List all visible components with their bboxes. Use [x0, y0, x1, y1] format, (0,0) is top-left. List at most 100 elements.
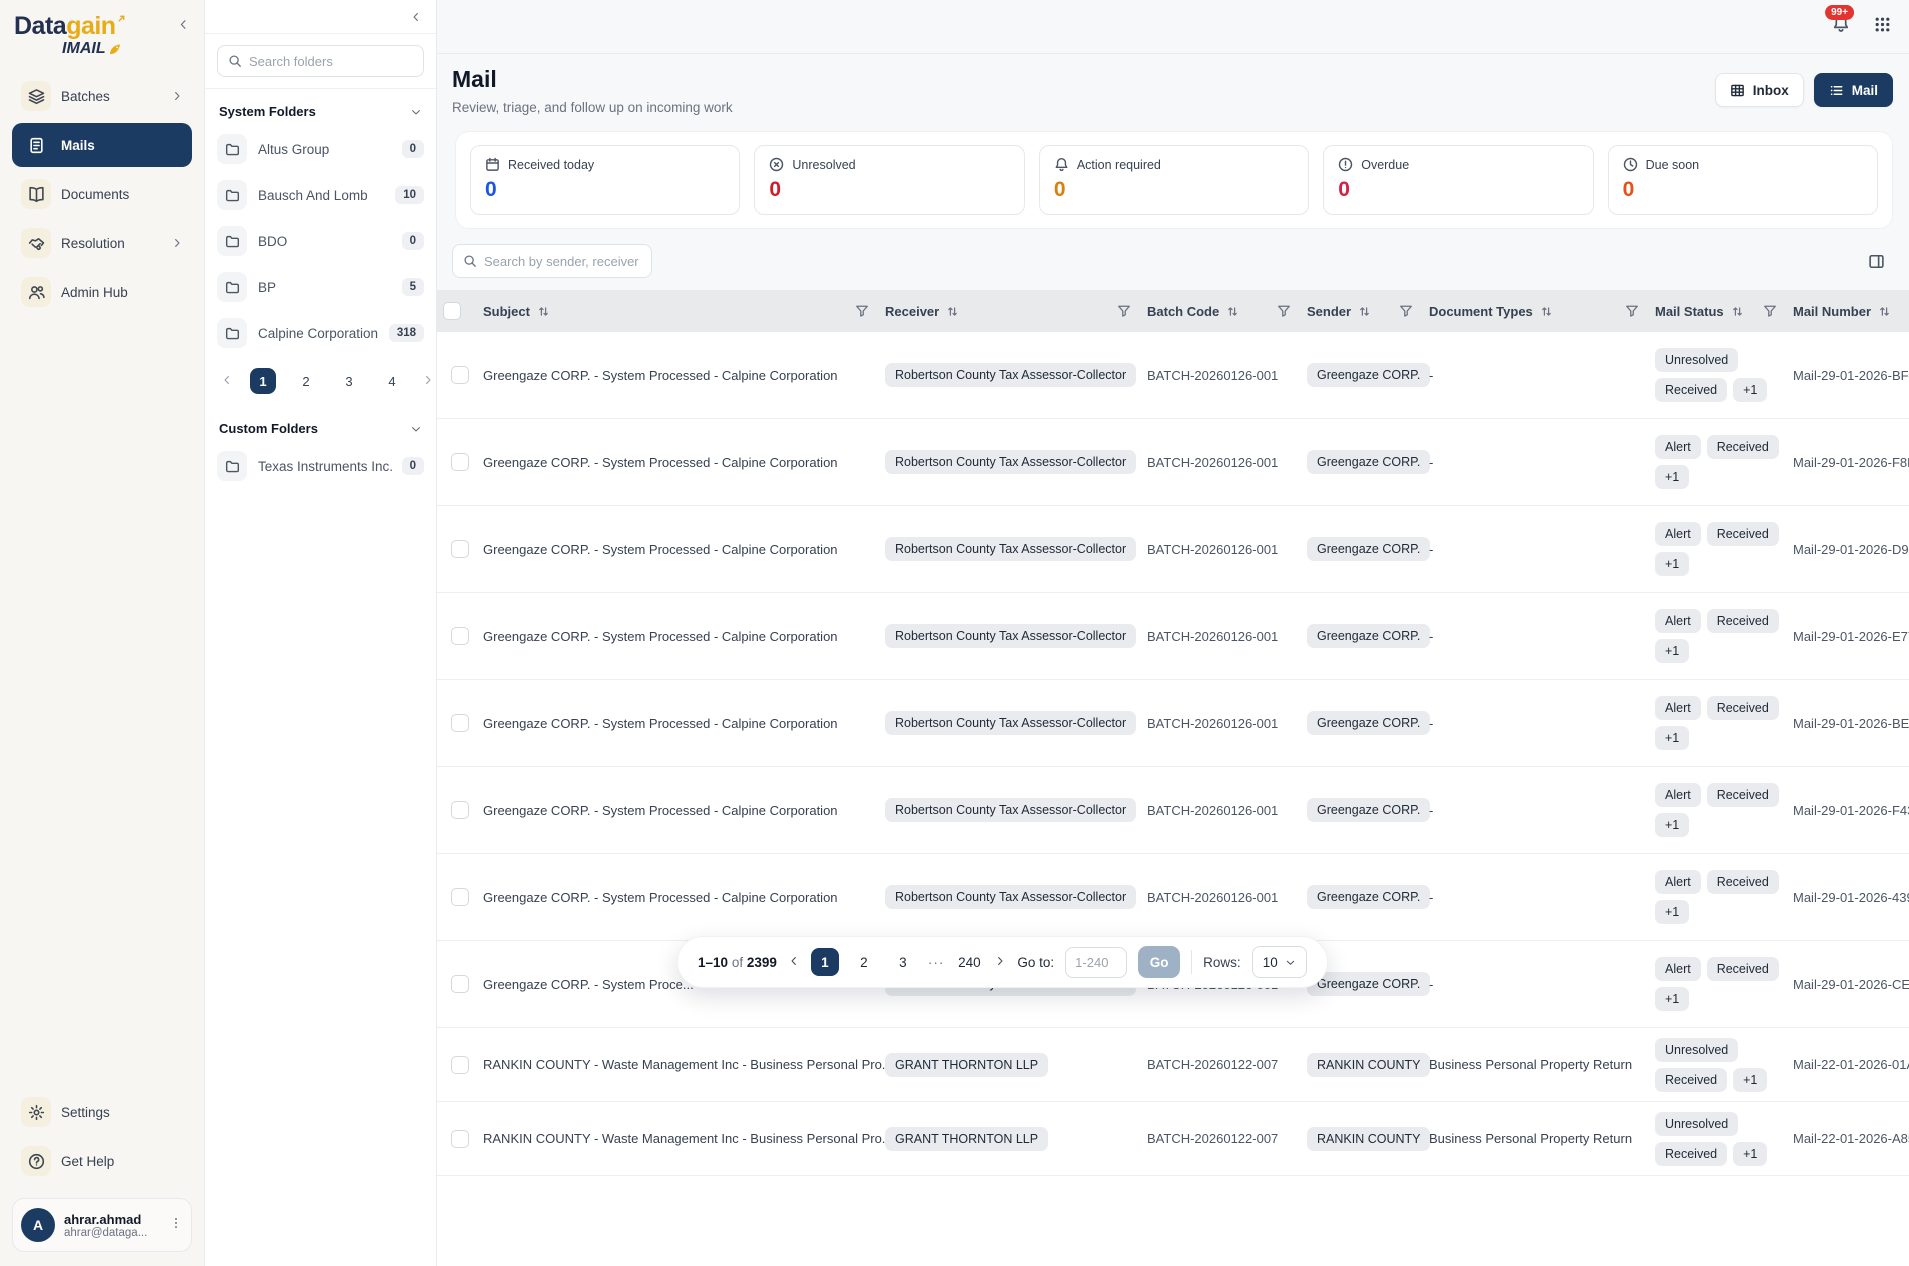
nav-item-admin-hub[interactable]: Admin Hub — [12, 270, 192, 314]
table-row[interactable]: Greengaze CORP. - System Processed - Cal… — [437, 593, 1909, 680]
column-header-subject[interactable]: Subject — [483, 304, 885, 319]
table-row[interactable]: Greengaze CORP. - System Processed - Cal… — [437, 680, 1909, 767]
folder-item-bp[interactable]: BP 5 — [205, 264, 436, 310]
prev-page-button[interactable] — [788, 955, 800, 970]
nav-item-settings[interactable]: Settings — [12, 1090, 192, 1134]
row-checkbox[interactable] — [451, 1055, 469, 1074]
cell-mail-number: Mail-29-01-2026-BF4 — [1793, 367, 1909, 383]
rocket-icon — [108, 42, 122, 56]
folder-item-bausch-and-lomb[interactable]: Bausch And Lomb 10 — [205, 172, 436, 218]
row-checkbox[interactable] — [451, 1129, 469, 1148]
table-row[interactable]: Greengaze CORP. - System Processed - Cal… — [437, 419, 1909, 506]
folder-item-calpine-corporation[interactable]: Calpine Corporation 318 — [205, 310, 436, 356]
cell-document-types: Business Personal Property Return — [1429, 1131, 1633, 1146]
folder-panel-collapse-button[interactable] — [410, 11, 422, 23]
row-checkbox[interactable] — [451, 540, 469, 558]
filter-icon[interactable] — [1625, 304, 1639, 318]
search-icon — [463, 254, 477, 268]
folders-page-4[interactable]: 4 — [388, 373, 396, 389]
sort-icon[interactable] — [1226, 305, 1239, 318]
sort-icon[interactable] — [1878, 305, 1891, 318]
folders-prev-button[interactable] — [221, 374, 233, 389]
page-2-button[interactable]: 2 — [860, 954, 868, 970]
view-toggle-inbox[interactable]: Inbox — [1714, 73, 1804, 107]
row-checkbox[interactable] — [451, 975, 469, 993]
sort-icon[interactable] — [1540, 305, 1553, 318]
nav-item-mails[interactable]: Mails — [12, 123, 192, 167]
filter-icon[interactable] — [1117, 304, 1131, 318]
pagination-bar: 1–10 of 2399 1 2 3 ··· 240 Go to: Go Rows:… — [677, 936, 1328, 988]
go-button[interactable]: Go — [1138, 946, 1181, 978]
column-header-document-types[interactable]: Document Types — [1429, 304, 1655, 319]
row-checkbox[interactable] — [451, 801, 469, 819]
row-checkbox[interactable] — [451, 627, 469, 645]
folder-search-input[interactable] — [249, 53, 413, 69]
row-checkbox[interactable] — [451, 366, 469, 384]
folder-item-bdo[interactable]: BDO 0 — [205, 218, 436, 264]
goto-page-input[interactable] — [1065, 946, 1128, 978]
table-row[interactable]: Greengaze CORP. - System Processed - Cal… — [437, 506, 1909, 593]
notifications-button[interactable]: 99+ — [1825, 5, 1855, 38]
row-checkbox[interactable] — [451, 453, 469, 471]
sort-icon[interactable] — [1731, 305, 1744, 318]
receiver-pill: GRANT THORNTON LLP — [885, 1126, 1049, 1151]
folder-item-altus-group[interactable]: Altus Group 0 — [205, 126, 436, 172]
rows-per-page-select[interactable]: 10 — [1251, 946, 1307, 978]
status-pill: Alert — [1655, 609, 1701, 633]
sort-icon[interactable] — [537, 305, 550, 318]
nav-item-resolution[interactable]: Resolution — [12, 221, 192, 265]
folder-count-badge: 0 — [401, 232, 424, 250]
mail-search-input[interactable] — [484, 253, 641, 269]
column-header-batch-code[interactable]: Batch Code — [1147, 304, 1307, 319]
cell-document-types: - — [1429, 976, 1434, 992]
folders-page-1[interactable]: 1 — [250, 368, 276, 394]
folders-page-2[interactable]: 2 — [302, 373, 310, 389]
page-1-button[interactable]: 1 — [810, 948, 839, 976]
apps-grid-button[interactable] — [1874, 16, 1891, 38]
user-card[interactable]: A ahrar.ahmad ahrar@dataga... — [12, 1198, 192, 1252]
cell-mail-status: Alert Received +1 — [1655, 870, 1793, 924]
handshake-icon — [28, 235, 45, 252]
nav-item-batches[interactable]: Batches — [12, 74, 192, 118]
page-last-button[interactable]: 240 — [958, 954, 981, 970]
folders-next-button[interactable] — [422, 374, 434, 389]
folders-page-3[interactable]: 3 — [345, 373, 353, 389]
select-all-checkbox[interactable] — [443, 302, 461, 320]
filter-icon[interactable] — [1399, 304, 1413, 318]
filter-icon[interactable] — [855, 304, 869, 318]
table-row[interactable]: Greengaze CORP. - System Processed - Cal… — [437, 767, 1909, 854]
nav-item-get-help[interactable]: Get Help — [12, 1139, 192, 1183]
status-pill: Received — [1706, 522, 1779, 546]
column-header-receiver[interactable]: Receiver — [885, 304, 1147, 319]
sidebar-collapse-button[interactable] — [177, 18, 190, 36]
folder-item-texas-instruments-inc[interactable]: Texas Instruments Inc. 0 — [205, 443, 436, 489]
column-header-mail-number[interactable]: Mail Number — [1793, 304, 1909, 319]
next-page-button[interactable] — [994, 955, 1006, 970]
folder-search — [217, 45, 424, 77]
table-row[interactable]: Greengaze CORP. - System Processed - Cal… — [437, 332, 1909, 419]
page-3-button[interactable]: 3 — [899, 954, 907, 970]
nav-item-documents[interactable]: Documents — [12, 172, 192, 216]
column-header-sender[interactable]: Sender — [1307, 304, 1429, 319]
column-settings-button[interactable] — [1861, 246, 1891, 276]
status-pill: +1 — [1655, 987, 1690, 1011]
cell-batch-code: BATCH-20260126-001 — [1147, 715, 1279, 731]
table-row[interactable]: Greengaze CORP. - System Processed - Cal… — [437, 854, 1909, 941]
user-menu-button[interactable] — [169, 1216, 183, 1235]
system-folders-header[interactable]: System Folders — [205, 89, 436, 126]
table-row[interactable]: RANKIN COUNTY - Waste Management Inc - B… — [437, 1028, 1909, 1102]
search-icon — [228, 54, 242, 68]
folder-count-badge: 0 — [401, 140, 424, 158]
filter-icon[interactable] — [1763, 304, 1777, 318]
filter-icon[interactable] — [1277, 304, 1291, 318]
receiver-pill: Robertson County Tax Assessor-Collector — [885, 363, 1137, 387]
view-toggle-mail[interactable]: Mail — [1813, 73, 1893, 107]
sort-icon[interactable] — [1358, 305, 1371, 318]
chevron-down-icon — [410, 423, 422, 435]
custom-folders-header[interactable]: Custom Folders — [205, 406, 436, 443]
row-checkbox[interactable] — [451, 888, 469, 906]
row-checkbox[interactable] — [451, 714, 469, 732]
table-row[interactable]: RANKIN COUNTY - Waste Management Inc - B… — [437, 1102, 1909, 1176]
sort-icon[interactable] — [946, 305, 959, 318]
column-header-mail-status[interactable]: Mail Status — [1655, 304, 1793, 319]
